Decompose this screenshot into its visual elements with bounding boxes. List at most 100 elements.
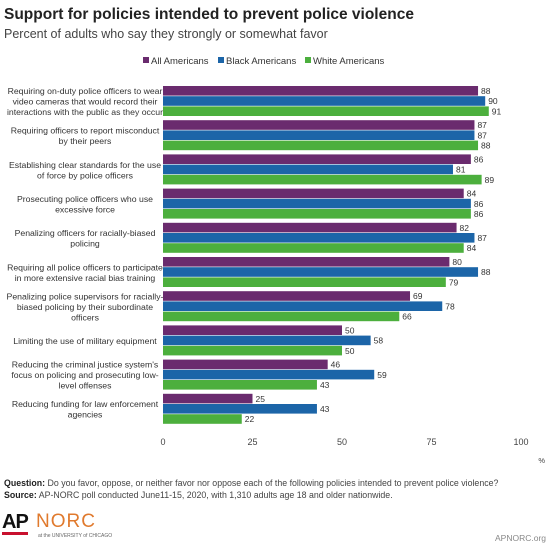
bar bbox=[163, 359, 328, 370]
bar-value-label: 50 bbox=[345, 346, 355, 356]
category-label: Reducing the criminal justice system's bbox=[12, 360, 159, 370]
category-label: biased policing by their subordinate bbox=[17, 302, 153, 312]
bar-value-label: 87 bbox=[477, 233, 487, 243]
bar-value-label: 87 bbox=[477, 130, 487, 140]
bar bbox=[163, 325, 342, 335]
category-label: Limiting the use of military equipment bbox=[13, 336, 157, 346]
category-label: Prosecuting police officers who use bbox=[17, 194, 153, 204]
site-link[interactable]: APNORC.org bbox=[494, 533, 546, 543]
bar bbox=[163, 140, 479, 151]
bar bbox=[163, 164, 453, 175]
legend-swatch bbox=[143, 57, 149, 63]
bar bbox=[163, 96, 486, 106]
bar-value-label: 59 bbox=[377, 370, 387, 380]
bar bbox=[163, 106, 489, 116]
x-axis-unit: % bbox=[538, 456, 545, 465]
x-tick-label: 100 bbox=[513, 437, 528, 447]
bar-value-label: 88 bbox=[481, 86, 491, 96]
bar-value-label: 58 bbox=[374, 336, 384, 346]
bar bbox=[163, 222, 457, 233]
bar-value-label: 86 bbox=[474, 209, 484, 219]
category-label: Requiring officers to report misconduct bbox=[11, 126, 160, 136]
bar-value-label: 69 bbox=[413, 291, 423, 301]
bar-value-label: 81 bbox=[456, 165, 466, 175]
legend-label: Black Americans bbox=[226, 56, 296, 67]
bar-value-label: 87 bbox=[477, 120, 487, 130]
question-label: Question: bbox=[4, 478, 46, 488]
x-tick-label: 25 bbox=[247, 437, 257, 447]
bar-value-label: 86 bbox=[474, 199, 484, 209]
bar bbox=[163, 311, 400, 322]
category-label: policing bbox=[70, 239, 100, 249]
bar-value-label: 89 bbox=[485, 175, 495, 185]
bar bbox=[163, 130, 475, 140]
bar bbox=[163, 291, 411, 301]
bar bbox=[163, 393, 253, 404]
category-label: focus on policing and prosecuting low- bbox=[11, 370, 158, 380]
bar-value-label: 43 bbox=[320, 404, 330, 414]
category-label: Penalizing officers for racially-biased bbox=[15, 228, 156, 238]
bar bbox=[163, 335, 371, 346]
bar bbox=[163, 209, 471, 219]
bar bbox=[163, 154, 471, 164]
category-label: Reducing funding for law enforcement bbox=[12, 399, 159, 409]
footnote-question: Question: Do you favor, oppose, or neith… bbox=[4, 478, 498, 488]
category-label: Requiring on-duty police officers to wea… bbox=[8, 86, 163, 96]
legend-label: All Americans bbox=[151, 56, 209, 67]
bar bbox=[163, 301, 443, 311]
bar-value-label: 84 bbox=[467, 243, 477, 253]
bar bbox=[163, 369, 375, 380]
x-tick-label: 75 bbox=[426, 437, 436, 447]
bar-value-label: 91 bbox=[492, 106, 502, 116]
bar bbox=[163, 198, 471, 209]
bar-value-label: 43 bbox=[320, 380, 330, 390]
category-label: officers bbox=[71, 312, 100, 322]
category-label: of force by police officers bbox=[37, 170, 134, 180]
category-label: in more extensive racial bias training bbox=[15, 273, 156, 283]
bar bbox=[163, 277, 446, 287]
bar-value-label: 46 bbox=[331, 360, 341, 370]
bar-value-label: 90 bbox=[488, 96, 498, 106]
norc-logo: NORC bbox=[36, 511, 96, 532]
question-text: Do you favor, oppose, or neither favor n… bbox=[47, 478, 499, 488]
bar-value-label: 88 bbox=[481, 141, 491, 151]
bar bbox=[163, 267, 479, 277]
category-label: Penalizing police supervisors for racial… bbox=[7, 291, 164, 301]
bar-value-label: 80 bbox=[452, 257, 462, 267]
bar bbox=[163, 345, 342, 356]
bar bbox=[163, 86, 479, 96]
bar bbox=[163, 174, 482, 185]
bar bbox=[163, 243, 464, 253]
bar-value-label: 22 bbox=[245, 414, 255, 424]
bar-chart: All Americans Black Americans White Americ… bbox=[7, 56, 546, 465]
bar-value-label: 66 bbox=[402, 312, 412, 322]
bar bbox=[163, 257, 450, 267]
chart-subtitle: Percent of adults who say they strongly … bbox=[4, 27, 328, 41]
bar-value-label: 86 bbox=[474, 154, 484, 164]
legend-label: White Americans bbox=[313, 56, 385, 67]
bar bbox=[163, 233, 475, 243]
bar bbox=[163, 120, 475, 130]
legend-swatch bbox=[218, 57, 224, 63]
category-label: agencies bbox=[68, 410, 103, 420]
category-label: interactions with the public as they occ… bbox=[7, 107, 163, 117]
norc-logo-subtitle: at the UNIVERSITY of CHICAGO bbox=[38, 533, 113, 539]
bar-value-label: 78 bbox=[445, 301, 455, 311]
bar-value-label: 88 bbox=[481, 267, 491, 277]
source-label: Source: bbox=[4, 490, 37, 500]
bar bbox=[163, 414, 242, 424]
bar bbox=[163, 188, 464, 199]
x-tick-label: 50 bbox=[337, 437, 347, 447]
category-label: Establishing clear standards for the use bbox=[9, 160, 161, 170]
legend-swatch bbox=[305, 57, 311, 63]
bar bbox=[163, 404, 317, 414]
bar-value-label: 50 bbox=[345, 325, 355, 335]
chart-title: Support for policies intended to prevent… bbox=[4, 6, 414, 23]
bar-value-label: 79 bbox=[449, 277, 459, 287]
category-label: level offenses bbox=[59, 381, 113, 391]
x-tick-label: 0 bbox=[160, 437, 165, 447]
bar-value-label: 82 bbox=[460, 223, 470, 233]
category-label: video cameras that would record their bbox=[13, 97, 158, 107]
category-label: by their peers bbox=[59, 136, 112, 146]
bar-value-label: 84 bbox=[467, 189, 477, 199]
